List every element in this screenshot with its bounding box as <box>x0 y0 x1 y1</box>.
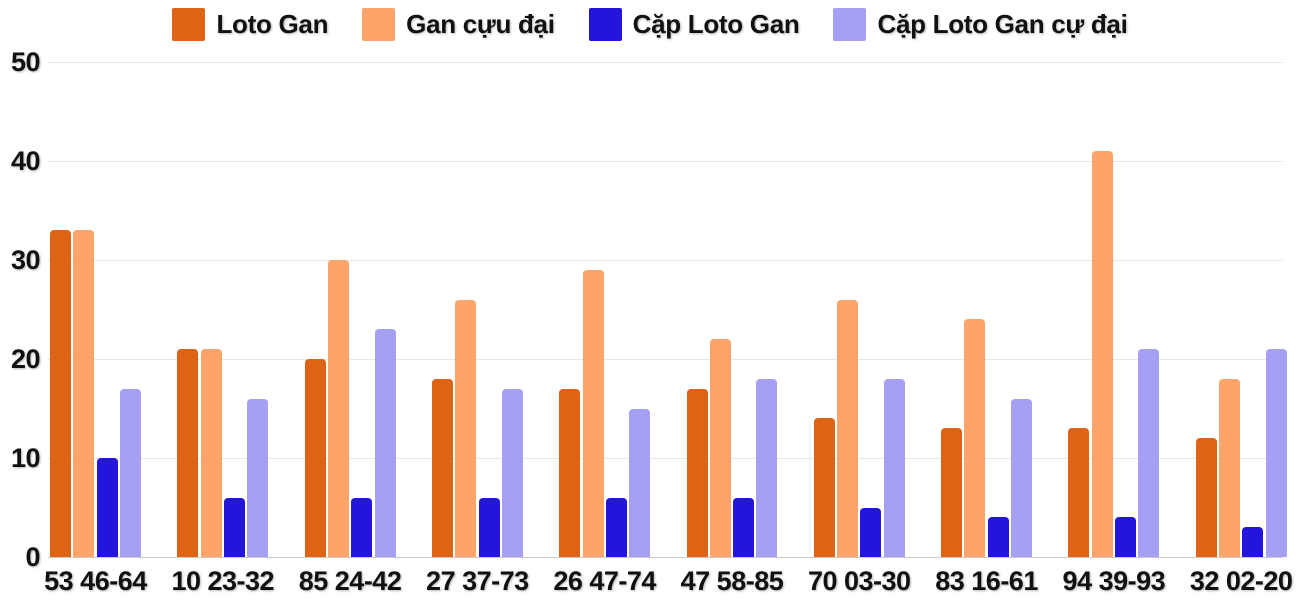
bar-26_47-74-series-1[interactable] <box>582 269 604 557</box>
legend-swatch-icon <box>172 8 206 41</box>
bar-10_23-32-series-3[interactable] <box>247 398 269 557</box>
bar-26_47-74-series-2[interactable] <box>605 497 627 557</box>
legend-label: Gan cựu đại <box>406 9 555 39</box>
gridline-10 <box>48 457 1283 459</box>
bar-53_46-64-series-1[interactable] <box>73 230 95 557</box>
gridline-0 <box>48 556 1283 558</box>
y-axis-tick-label: 30 <box>10 245 41 275</box>
plot-area: 0 10 20 30 40 50 53 46-64 10 23-32 85 24-42 27 37… <box>11 47 1293 596</box>
bar-94_39-93-series-1[interactable] <box>1091 151 1113 557</box>
bar-53_46-64-series-0[interactable] <box>50 230 71 557</box>
y-axis-tick-label: 50 <box>10 47 41 77</box>
bar-85_24-42-series-1[interactable] <box>327 260 349 557</box>
x-axis-category-label: 53 46-64 <box>44 566 147 596</box>
bar-94_39-93-series-2[interactable] <box>1115 517 1136 557</box>
bar-53_46-64-series-2[interactable] <box>96 458 118 557</box>
bar-47_58-85-series-0[interactable] <box>686 388 708 557</box>
bar-47_58-85-series-3[interactable] <box>756 378 778 557</box>
bar-85_24-42-series-3[interactable] <box>374 329 396 557</box>
bar-32_02-20-series-0[interactable] <box>1195 438 1217 557</box>
bar-47_58-85-series-2[interactable] <box>733 497 755 557</box>
gridline-40 <box>48 160 1283 162</box>
bar-10_23-32-series-0[interactable] <box>177 349 199 557</box>
gridline-30 <box>48 259 1283 261</box>
legend-label: Cặp Loto Gan cự đại <box>877 9 1128 39</box>
bar-10_23-32-series-2[interactable] <box>223 497 245 557</box>
y-axis-tick-label: 10 <box>10 443 41 473</box>
y-axis-tick-label: 40 <box>10 146 41 176</box>
x-axis-category-label: 10 23-32 <box>171 566 275 596</box>
legend-item-series-1[interactable]: Gan cựu đại <box>362 8 555 41</box>
bar-83_16-61-series-2[interactable] <box>987 517 1009 557</box>
bar-70_03-30-series-0[interactable] <box>813 418 835 557</box>
x-axis-category-label: 70 03-30 <box>807 566 911 596</box>
x-axis-category-label: 83 16-61 <box>935 566 1038 596</box>
bar-83_16-61-series-0[interactable] <box>941 428 963 557</box>
bar-27_37-73-series-3[interactable] <box>501 388 523 557</box>
x-axis-category-label: 26 47-74 <box>553 566 656 596</box>
x-axis-category-label: 94 39-93 <box>1062 566 1166 596</box>
legend-swatch-icon <box>833 8 867 41</box>
bar-27_37-73-series-1[interactable] <box>455 299 477 557</box>
legend-label: Cặp Loto Gan <box>632 9 800 39</box>
legend-swatch-icon <box>588 8 622 41</box>
bar-83_16-61-series-1[interactable] <box>964 319 986 557</box>
bar-10_23-32-series-1[interactable] <box>200 349 222 557</box>
x-axis-category-label: 85 24-42 <box>298 566 402 596</box>
chart-legend: Loto Gan Gan cựu đại Cặp Loto Gan Cặp Loto … <box>0 8 1300 41</box>
bar-94_39-93-series-0[interactable] <box>1068 428 1090 557</box>
bar-47_58-85-series-1[interactable] <box>709 339 731 557</box>
bar-85_24-42-series-0[interactable] <box>304 359 326 557</box>
x-axis-category-label: 27 37-73 <box>426 566 529 596</box>
gridline-50 <box>48 61 1283 63</box>
legend-label: Loto Gan <box>216 9 329 39</box>
bar-27_37-73-series-0[interactable] <box>431 378 453 557</box>
y-axis-tick-label: 20 <box>10 344 41 374</box>
bar-70_03-30-series-3[interactable] <box>883 378 905 557</box>
legend-item-series-3[interactable]: Cặp Loto Gan cự đại <box>833 8 1128 41</box>
bar-32_02-20-series-3[interactable] <box>1265 349 1287 557</box>
bar-70_03-30-series-2[interactable] <box>860 507 882 557</box>
bar-26_47-74-series-0[interactable] <box>559 388 581 557</box>
bar-85_24-42-series-2[interactable] <box>351 497 373 557</box>
gridline-20 <box>48 358 1283 360</box>
bar-53_46-64-series-3[interactable] <box>119 388 141 557</box>
bar-32_02-20-series-2[interactable] <box>1242 527 1264 557</box>
bar-94_39-93-series-3[interactable] <box>1138 349 1160 557</box>
legend-item-series-0[interactable]: Loto Gan <box>172 8 328 41</box>
bar-32_02-20-series-1[interactable] <box>1219 378 1240 557</box>
bar-26_47-74-series-3[interactable] <box>629 408 651 557</box>
x-axis-category-label: 47 58-85 <box>680 566 784 596</box>
bar-70_03-30-series-1[interactable] <box>837 299 859 557</box>
bar-27_37-73-series-2[interactable] <box>478 497 500 557</box>
legend-swatch-icon <box>362 8 396 41</box>
legend-item-series-2[interactable]: Cặp Loto Gan <box>588 8 800 41</box>
y-axis-tick-label: 0 <box>25 542 40 572</box>
x-axis-category-label: 32 02-20 <box>1189 566 1293 596</box>
bar-83_16-61-series-3[interactable] <box>1011 398 1032 557</box>
